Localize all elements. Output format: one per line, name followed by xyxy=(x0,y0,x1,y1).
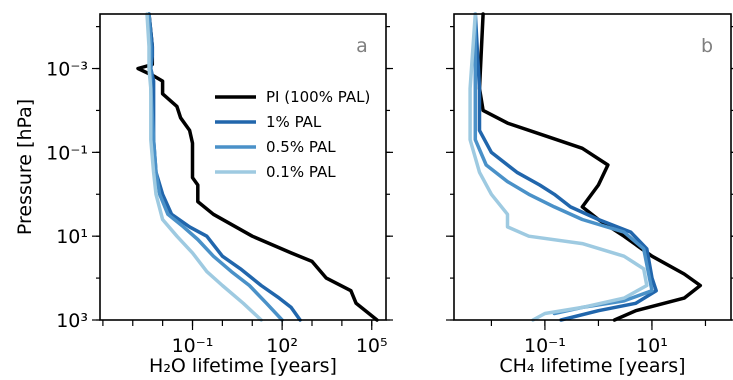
legend-entry: 0.5% PAL xyxy=(266,138,336,156)
x-tick-label: 10² xyxy=(266,335,298,357)
y-axis-label: Pressure [hPa] xyxy=(14,99,36,235)
series-line-2 xyxy=(473,12,658,322)
x-tick-label: 10⁻¹ xyxy=(172,335,214,357)
x-tick-label: 10¹ xyxy=(636,335,668,357)
y-tick-label: 10¹ xyxy=(56,226,88,248)
axes-frame xyxy=(99,13,387,321)
axes-frame xyxy=(453,13,732,321)
series-line-3 xyxy=(147,12,284,322)
panel-letter: a xyxy=(356,35,368,57)
x-axis-label: CH₄ lifetime [years] xyxy=(499,355,685,377)
legend: PI (100% PAL) 1% PAL 0.5% PAL 0.1% PAL xyxy=(215,88,370,181)
legend-entry: 1% PAL xyxy=(266,113,322,131)
legend-entry: PI (100% PAL) xyxy=(266,88,370,106)
y-tick-label: 10⁻¹ xyxy=(46,142,88,164)
series-line-1 xyxy=(477,12,703,322)
y-tick-label: 10³ xyxy=(56,310,88,332)
panel-letter: b xyxy=(701,35,713,57)
series-line-1 xyxy=(136,12,379,322)
series-line-4 xyxy=(145,12,263,322)
x-tick-label: 10⁻¹ xyxy=(524,335,566,357)
x-axis-label: H₂O lifetime [years] xyxy=(149,355,337,377)
legend-entry: 0.1% PAL xyxy=(266,163,336,181)
y-tick-label: 10⁻³ xyxy=(46,59,88,81)
series-line-4 xyxy=(468,12,649,322)
x-tick-label: 10⁵ xyxy=(356,335,388,357)
series-line-3 xyxy=(473,12,654,316)
panel-a: 10⁻¹ 10² 10⁵ 10⁻³ 10⁻¹ 10¹ 10³ H₂O lifetime [ye… xyxy=(14,12,393,377)
